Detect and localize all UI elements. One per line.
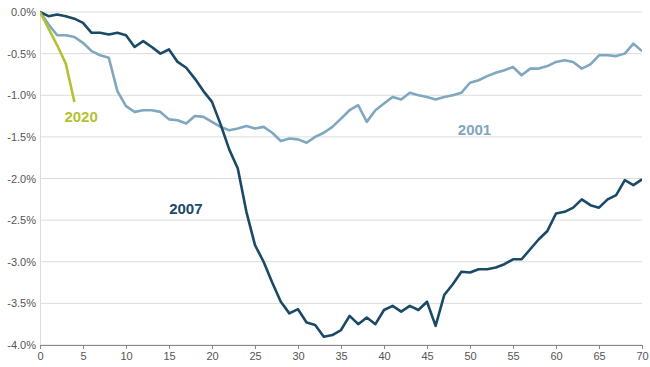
y-tick-label: -0.5%	[7, 48, 36, 60]
x-tick-mark	[556, 345, 557, 349]
x-tick-label: 15	[163, 350, 175, 362]
y-tick: 0.0%	[11, 6, 40, 18]
y-tick: -0.5%	[7, 48, 40, 60]
x-tick: 15	[163, 345, 175, 362]
x-tick-label: 45	[421, 350, 433, 362]
y-tick: -1.5%	[7, 131, 40, 143]
series-label: 2001	[458, 121, 491, 138]
y-axis: 0.0% -0.5% -1.0% -1.5% -2.0% -2.5% -3.0% -3.5% -…	[7, 6, 40, 351]
x-tick: 20	[206, 345, 218, 362]
x-tick: 30	[292, 345, 304, 362]
y-tick-label: -3.5%	[7, 297, 36, 309]
x-tick: 5	[80, 345, 86, 362]
x-tick-label: 65	[593, 350, 605, 362]
x-tick-mark	[126, 345, 127, 349]
x-tick-mark	[341, 345, 342, 349]
grid	[40, 12, 642, 345]
x-tick-mark	[169, 345, 170, 349]
chart: 0.0% -0.5% -1.0% -1.5% -2.0% -2.5% -3.0% -3.5% -…	[0, 0, 650, 367]
x-tick: 45	[421, 345, 433, 362]
x-tick-mark	[599, 345, 600, 349]
x-tick-mark	[384, 345, 385, 349]
x-tick-mark	[513, 345, 514, 349]
grid-line	[40, 261, 642, 262]
series-labels: 2020 2007 2001	[64, 108, 491, 217]
grid-line	[40, 303, 642, 304]
x-tick-mark	[470, 345, 471, 349]
x-tick-label: 5	[80, 350, 86, 362]
grid-line	[40, 178, 642, 179]
y-tick: -3.0%	[7, 256, 40, 268]
y-tick-label: -4.0%	[7, 339, 36, 351]
y-tick-label: 0.0%	[11, 6, 36, 18]
series-line	[40, 12, 642, 337]
lines-inner	[40, 12, 642, 337]
grid-line	[40, 12, 642, 13]
y-tick: -2.5%	[7, 214, 40, 226]
x-tick-label: 40	[378, 350, 390, 362]
plot: 0.0% -0.5% -1.0% -1.5% -2.0% -2.5% -3.0% -3.5% -…	[7, 6, 648, 362]
y-axis-line	[40, 13, 41, 346]
y-tick-label: -1.5%	[7, 131, 36, 143]
x-tick-label: 30	[292, 350, 304, 362]
x-axis: 0 5 10 15 20 25 30 35 40 45 50 55 60 65 70	[37, 345, 648, 362]
x-tick-mark	[212, 345, 213, 349]
grid-line	[40, 136, 642, 137]
y-tick-label: -2.0%	[7, 173, 36, 185]
x-axis-line	[41, 346, 643, 350]
series-line	[40, 12, 74, 102]
x-tick-mark	[40, 345, 41, 349]
x-tick-label: 35	[335, 350, 347, 362]
x-tick-label: 25	[249, 350, 261, 362]
x-tick: 40	[378, 345, 390, 362]
series-label: 2020	[64, 108, 97, 125]
x-tick-label: 50	[464, 350, 476, 362]
x-tick: 60	[550, 345, 562, 362]
x-tick: 10	[120, 345, 132, 362]
y-tick: -3.5%	[7, 297, 40, 309]
x-tick-label: 0	[37, 350, 43, 362]
x-tick: 70	[636, 345, 648, 362]
y-tick-label: -2.5%	[7, 214, 36, 226]
x-tick-mark	[255, 345, 256, 349]
x-tick-label: 20	[206, 350, 218, 362]
y-tick: -4.0%	[7, 339, 40, 351]
x-tick: 50	[464, 345, 476, 362]
grid-line	[40, 95, 642, 96]
x-tick: 25	[249, 345, 261, 362]
y-tick-label: -3.0%	[7, 256, 36, 268]
y-tick: -2.0%	[7, 173, 40, 185]
y-tick-label: -1.0%	[7, 89, 36, 101]
x-tick-mark	[298, 345, 299, 349]
x-tick-mark	[427, 345, 428, 349]
x-tick-label: 55	[507, 350, 519, 362]
x-tick-mark	[83, 345, 84, 349]
grid-line	[40, 53, 642, 54]
x-tick-label: 10	[120, 350, 132, 362]
x-tick-mark	[642, 345, 643, 349]
x-tick: 0	[37, 345, 43, 362]
x-tick-label: 60	[550, 350, 562, 362]
x-tick-label: 70	[636, 350, 648, 362]
series-label: 2007	[169, 200, 202, 217]
y-tick: -1.0%	[7, 89, 40, 101]
lines	[40, 12, 642, 337]
x-tick: 55	[507, 345, 519, 362]
x-tick: 35	[335, 345, 347, 362]
x-tick: 65	[593, 345, 605, 362]
series-line	[40, 12, 642, 143]
